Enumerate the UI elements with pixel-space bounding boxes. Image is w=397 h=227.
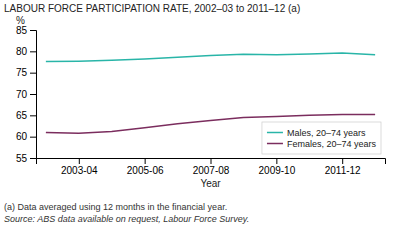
- x-tick: 2009-10: [258, 158, 295, 176]
- x-tick-mark: [211, 158, 212, 164]
- x-tick-label: 2003-04: [61, 165, 98, 176]
- y-tick-mark: [30, 158, 36, 159]
- series-line: [46, 53, 375, 62]
- x-tick-label: 2011-12: [325, 165, 361, 176]
- y-tick: 70: [16, 89, 36, 100]
- title: LABOUR FORCE PARTICIPATION RATE, 2002–03…: [4, 3, 300, 14]
- plot: 55 60 65 70 75 80 85 2003-04 2005-06 2007-08 2009-…: [16, 25, 386, 176]
- y-tick-label: 85: [16, 25, 28, 36]
- y-tick: 85: [16, 25, 36, 36]
- y-axis-line: [30, 31, 37, 159]
- y-tick-mark: [30, 94, 36, 95]
- y-tick-label: 80: [16, 46, 28, 57]
- y-tick-label: 75: [16, 67, 28, 78]
- y-axis: 55 60 65 70 75 80 85: [16, 25, 37, 164]
- source-note: Source: ABS data available on request, L…: [4, 214, 249, 224]
- x-tick: 2005-06: [127, 158, 164, 176]
- y-tick: 55: [16, 153, 36, 164]
- y-tick-label: 70: [16, 89, 28, 100]
- y-tick-label: 65: [16, 110, 28, 121]
- x-tick: 2011-12: [325, 158, 361, 176]
- y-tick-mark: [30, 30, 36, 31]
- x-tick-label: 2007-08: [193, 165, 230, 176]
- y-tick-mark: [30, 137, 36, 138]
- x-tick-label: 2005-06: [127, 165, 164, 176]
- x-tick-label: 2009-10: [258, 165, 295, 176]
- legend-swatch: [267, 143, 283, 145]
- legend-item: Males, 20–74 years: [267, 128, 366, 138]
- x-axis-line: [37, 159, 386, 165]
- x-tick: 2003-04: [61, 158, 98, 176]
- legend-box: [262, 122, 381, 154]
- source-part: Labour Force Survey.: [163, 214, 249, 224]
- footnote: (a) Data averaged using 12 months in the…: [4, 202, 227, 212]
- legend-label: Females, 20–74 years: [287, 139, 377, 149]
- y-tick-mark: [30, 115, 36, 116]
- x-axis-title: Year: [200, 178, 221, 189]
- y-tick: 65: [16, 110, 36, 121]
- y-tick: 75: [16, 67, 36, 78]
- chart: LABOUR FORCE PARTICIPATION RATE, 2002–03…: [0, 0, 397, 227]
- y-axis-title: %: [16, 15, 25, 26]
- x-tick-mark: [342, 158, 343, 164]
- x-tick-mark: [276, 158, 277, 164]
- x-tick-mark: [145, 158, 146, 164]
- legend-label: Males, 20–74 years: [287, 128, 366, 138]
- source-part: Source: ABS data available on request,: [4, 214, 163, 224]
- x-tick: 2007-08: [193, 158, 230, 176]
- y-tick-mark: [30, 51, 36, 52]
- y-tick-label: 55: [16, 153, 28, 164]
- legend: Males, 20–74 yearsFemales, 20–74 years: [262, 122, 381, 154]
- y-tick-mark: [30, 73, 36, 74]
- y-tick: 60: [16, 131, 36, 142]
- x-axis: 2003-04 2005-06 2007-08 2009-10 2011-12: [37, 158, 386, 176]
- y-tick-label: 60: [16, 131, 28, 142]
- legend-swatch: [267, 132, 283, 134]
- legend-item: Females, 20–74 years: [267, 139, 377, 149]
- y-tick: 80: [16, 46, 36, 57]
- x-tick-mark: [79, 158, 80, 164]
- lines: [46, 53, 375, 133]
